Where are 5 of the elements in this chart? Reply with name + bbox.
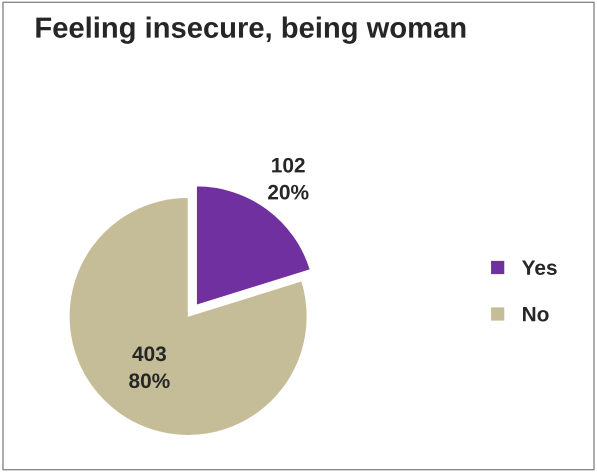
- chart-title: Feeling insecure, being woman: [36, 16, 466, 44]
- legend-label: No: [523, 306, 549, 322]
- data-label: 403 80%: [129, 346, 170, 388]
- legend-label: Yes: [522, 260, 557, 275]
- data-label: 102 20%: [268, 158, 308, 200]
